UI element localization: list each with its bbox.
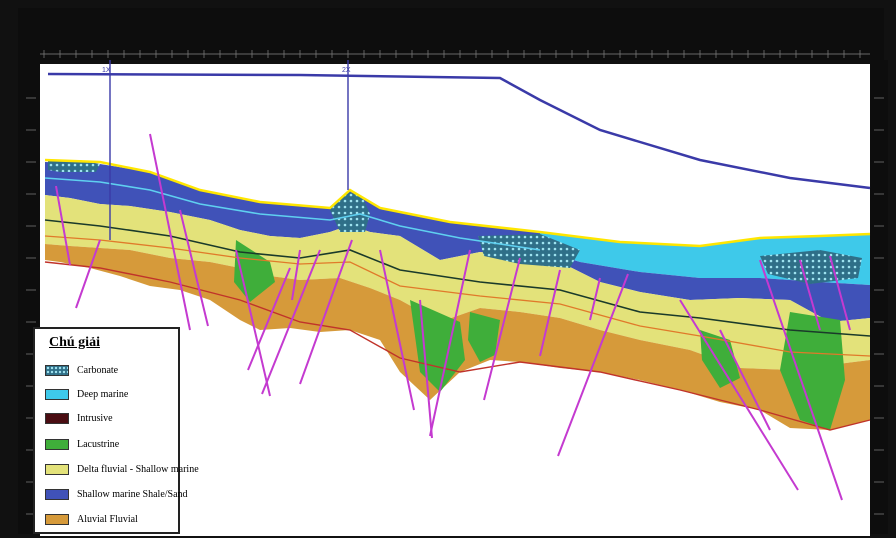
lacustrine-pod-4 (780, 312, 845, 430)
sea-floor-line (47, 72, 871, 190)
carbonate-build-3 (760, 250, 862, 284)
delta-fluvial-swatch (45, 463, 69, 475)
aluvial-fluvial-swatch (45, 513, 69, 525)
well-label-2: 2X (342, 67, 351, 74)
legend-item-intrusive: Intrusive (45, 409, 113, 427)
shallow-marine-swatch (45, 488, 69, 500)
legend-label: Carbonate (77, 364, 119, 376)
legend-label: Intrusive (77, 412, 113, 424)
top-scale-tick-group (43, 50, 861, 58)
carbonate-swatch (45, 364, 69, 376)
well-lines (109, 60, 349, 240)
delta-fluvial-layer (45, 195, 870, 370)
lacustrine-pod-2 (410, 300, 465, 392)
carbonate-build-2 (478, 234, 580, 268)
legend-item-deep-marine: Deep marine (45, 385, 128, 403)
shallow-marine-band (45, 162, 870, 322)
legend-label: Aluvial Fluvial (77, 513, 138, 525)
legend-label: Lacustrine (77, 438, 120, 450)
legend-label: Delta fluvial - Shallow marine (77, 463, 199, 475)
deep-marine-swatch (45, 388, 69, 400)
lacustrine-pod-5 (700, 330, 740, 388)
lacustrine-swatch (45, 438, 69, 450)
horizon-cyan (44, 177, 541, 251)
horizon-orange (44, 235, 871, 357)
carbonate-build-1 (330, 192, 370, 232)
legend-box: Chú giải Carbonate Deep marine Intrusive… (33, 327, 199, 534)
legend-item-shallow-marine: Shallow marine Shale/Sand (45, 485, 188, 503)
right-depth-axis (870, 60, 888, 534)
legend-label: Deep marine (77, 388, 129, 400)
legend-item-carbonate: Carbonate (45, 361, 118, 379)
legend-item-lacustrine: Lacustrine (45, 435, 119, 453)
top-horizon-yellow (44, 158, 871, 248)
legend-item-delta-fluvial: Delta fluvial - Shallow marine (45, 460, 199, 478)
fault-lines (55, 133, 851, 501)
legend-title: Chú giải (49, 335, 100, 350)
top-scale-strip (18, 8, 884, 60)
legend-item-aluvial-fluvial: Aluvial Fluvial (45, 510, 138, 528)
legend-label: Shallow marine Shale/Sand (77, 488, 188, 500)
intrusive-swatch (45, 412, 69, 424)
carbonate-build-4 (48, 160, 100, 172)
lacustrine-pod-3 (468, 312, 500, 362)
well-label-1: 1X (102, 67, 111, 74)
